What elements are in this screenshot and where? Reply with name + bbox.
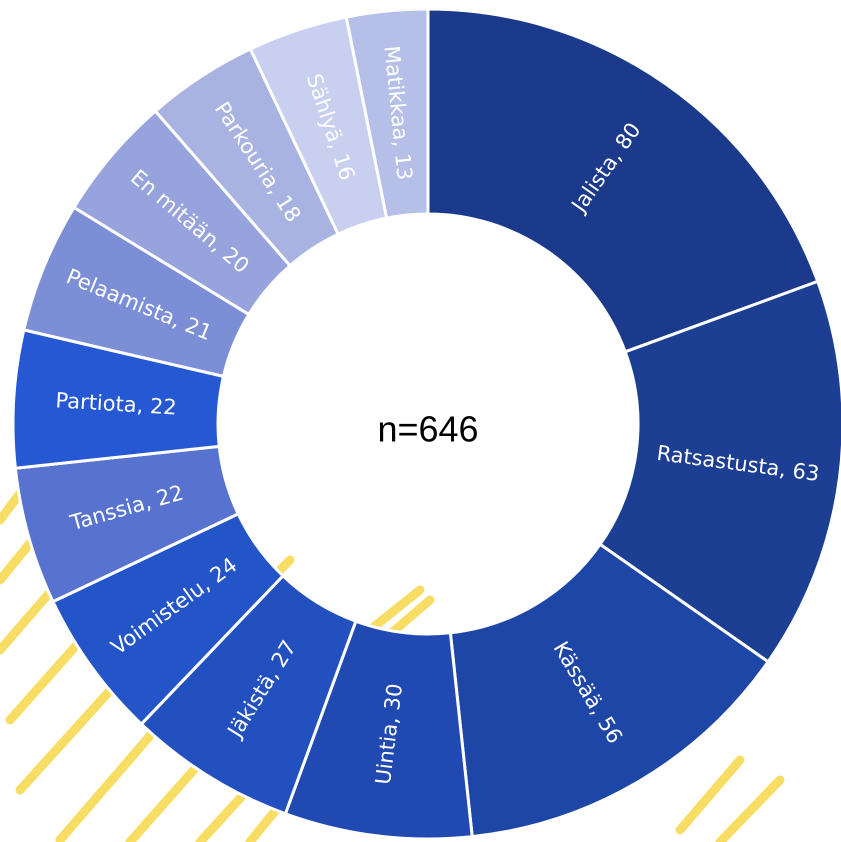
slice	[448, 542, 771, 839]
slice	[344, 7, 430, 220]
slice	[598, 279, 841, 664]
slice	[426, 7, 820, 354]
center-label: n=646	[377, 409, 478, 450]
